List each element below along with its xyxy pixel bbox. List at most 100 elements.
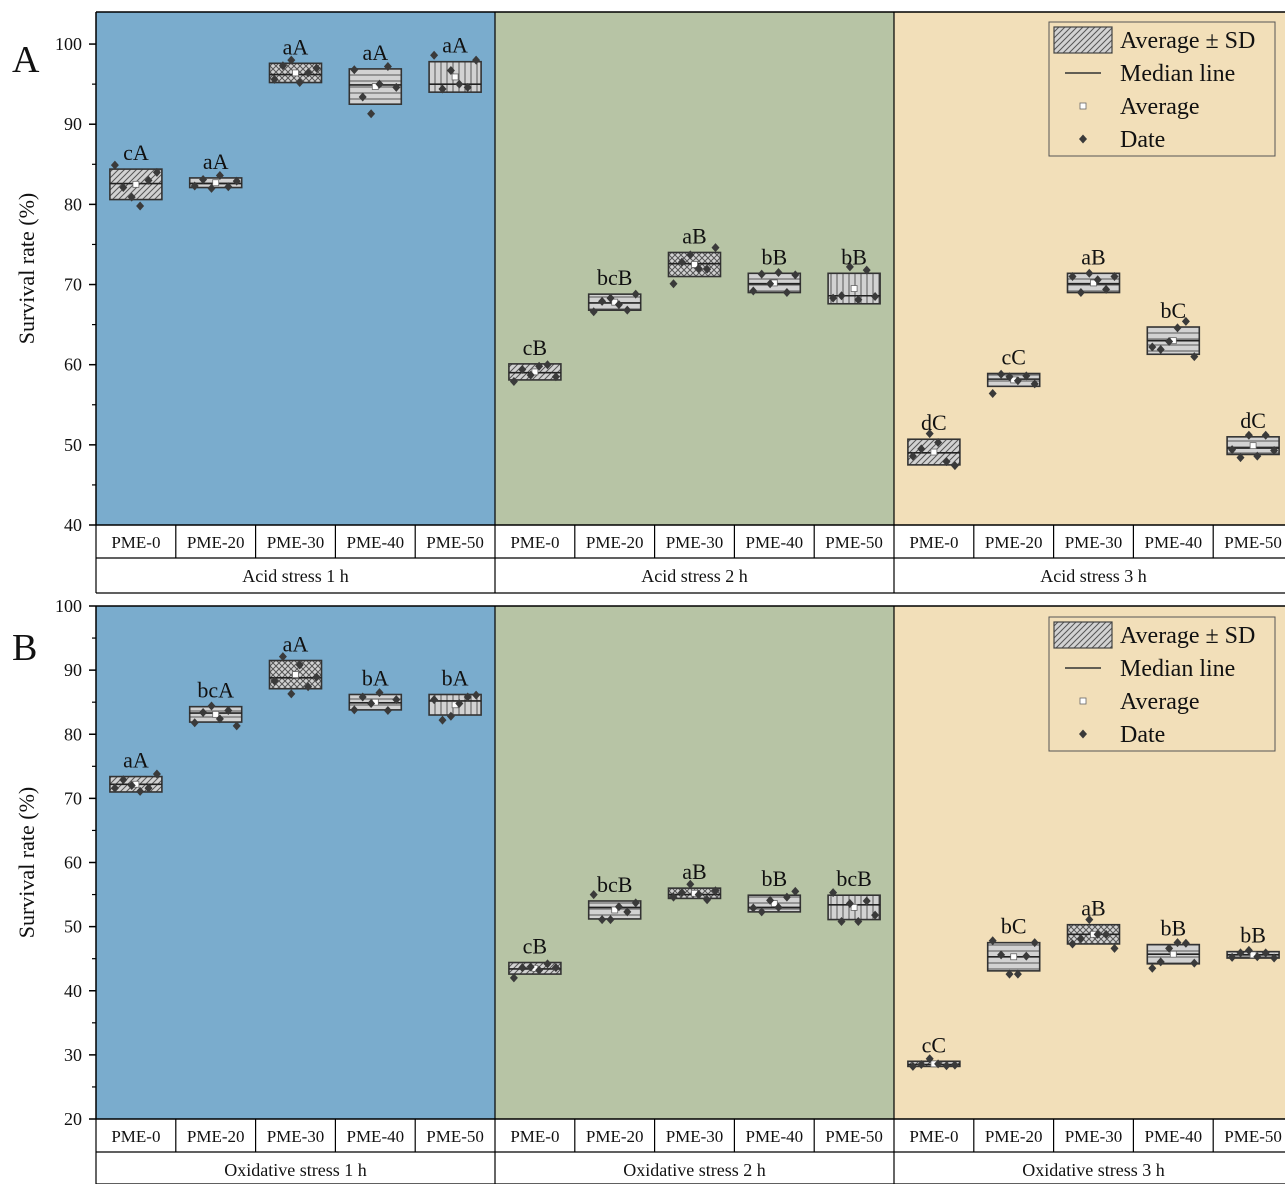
data-point [749, 903, 758, 913]
box-a-1-0: cB [508, 335, 562, 387]
data-point [942, 457, 951, 467]
data-point [287, 689, 296, 699]
data-point [829, 293, 838, 303]
data-point [854, 916, 863, 926]
data-point [430, 50, 439, 60]
data-point [791, 270, 800, 280]
data-point [526, 370, 535, 380]
data-point [1173, 938, 1182, 948]
data-point [518, 364, 527, 374]
y-tick-label: 90 [64, 114, 82, 134]
data-point [127, 781, 136, 791]
data-point [383, 706, 392, 716]
data-point [215, 714, 224, 724]
data-point [908, 1061, 917, 1071]
data-point [446, 66, 455, 76]
data-point [110, 160, 119, 170]
average-marker [691, 261, 698, 268]
data-point [997, 950, 1006, 960]
data-point [766, 895, 775, 905]
panel-b: 20 30 40 50 60 70 80 90 100 Survival rate (%) B Oxi… [12, 596, 1285, 1185]
data-point [367, 698, 376, 708]
significance-letters: aA [362, 40, 388, 65]
box-a-1-2: aB [667, 223, 722, 289]
data-point [232, 176, 241, 186]
category-label: PME-50 [1224, 1127, 1282, 1146]
y-tick-label: 60 [64, 355, 82, 375]
data-point [1270, 953, 1279, 963]
data-point [694, 264, 703, 273]
box-b-2-4: bB [1226, 923, 1280, 963]
data-point [757, 269, 766, 279]
average-marker [611, 906, 619, 914]
y-tick-label: 20 [64, 1109, 82, 1129]
data-point [119, 183, 128, 193]
data-point [871, 910, 880, 920]
significance-letters: cA [123, 140, 149, 165]
category-label: PME-40 [346, 533, 404, 552]
data-point [1156, 957, 1165, 967]
category-label: PME-0 [909, 1127, 958, 1146]
data-point [1236, 948, 1245, 958]
significance-letters: aB [682, 223, 706, 248]
data-point [270, 676, 279, 686]
average-marker [1249, 442, 1257, 450]
data-point [1253, 952, 1262, 962]
data-point [1022, 951, 1031, 961]
category-label: PME-40 [745, 1127, 803, 1146]
data-point [383, 62, 392, 72]
data-point [845, 899, 854, 909]
data-point [1076, 934, 1085, 944]
data-point [199, 707, 208, 717]
data-point [871, 292, 880, 302]
box-b-0-1: bcA [188, 678, 243, 731]
data-point [934, 1059, 943, 1069]
data-point [1085, 915, 1094, 925]
box-a-1-1: bcB [587, 265, 642, 317]
legend-square-icon [1079, 697, 1087, 705]
data-point [598, 296, 607, 306]
data-point [1244, 945, 1253, 955]
legend-label: Median line [1120, 656, 1235, 682]
data-point [1013, 376, 1022, 386]
significance-letters: bC [1160, 298, 1186, 323]
group-label: Acid stress 1 h [242, 566, 349, 586]
average-marker [930, 448, 938, 456]
data-point [837, 916, 846, 926]
data-point [455, 79, 464, 89]
data-point [1236, 453, 1245, 463]
category-label: PME-40 [346, 1127, 404, 1146]
box-a-1-3: bB [747, 244, 802, 298]
box-b-1-1: bcB [587, 872, 642, 925]
data-point [862, 265, 871, 275]
data-point [1244, 430, 1253, 440]
data-point [606, 915, 615, 925]
significance-letters: cC [1001, 345, 1025, 370]
data-point [1076, 288, 1085, 298]
average-marker [132, 180, 140, 188]
data-point [1030, 379, 1039, 389]
data-point [669, 892, 678, 902]
data-point [1261, 948, 1270, 958]
data-point [686, 250, 695, 260]
y-tick-label: 50 [64, 435, 82, 455]
y-tick-label: 70 [64, 275, 82, 295]
group-background [495, 606, 894, 1119]
data-point [535, 361, 544, 371]
data-point [207, 183, 216, 193]
data-point [766, 279, 775, 289]
legend-square-icon [1079, 102, 1087, 110]
data-point [1030, 938, 1039, 948]
data-point [1005, 372, 1014, 382]
data-point [136, 201, 145, 211]
data-point [392, 82, 401, 92]
panel-label: A [12, 39, 40, 81]
data-point [358, 692, 367, 702]
data-point [215, 171, 224, 181]
data-point [1156, 344, 1165, 354]
data-point [1085, 268, 1094, 278]
data-point [224, 182, 233, 192]
significance-letters: bB [1240, 923, 1266, 948]
category-label: PME-50 [426, 533, 484, 552]
